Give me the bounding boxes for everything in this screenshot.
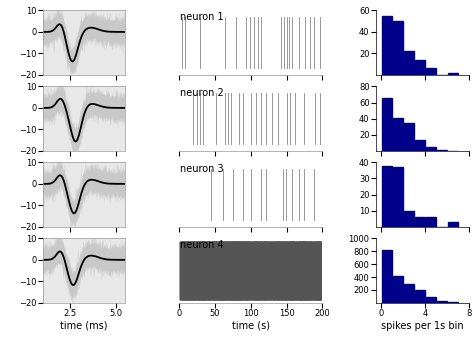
Bar [382, 16, 392, 75]
Bar [448, 73, 458, 75]
Bar [426, 296, 436, 303]
Bar [393, 276, 403, 303]
Bar [426, 217, 436, 227]
X-axis label: spikes per 1s bin: spikes per 1s bin [381, 321, 464, 331]
Bar [437, 150, 447, 151]
X-axis label: time (ms): time (ms) [60, 321, 108, 331]
Bar [415, 140, 425, 151]
Bar [415, 217, 425, 227]
Bar [415, 290, 425, 303]
Bar [382, 250, 392, 303]
Text: neuron 3: neuron 3 [180, 164, 224, 174]
Bar [404, 284, 414, 303]
Bar [393, 167, 403, 227]
Bar [437, 301, 447, 303]
Bar [382, 98, 392, 151]
Bar [382, 166, 392, 227]
Bar [415, 60, 425, 75]
Bar [426, 147, 436, 151]
Bar [404, 51, 414, 75]
Bar [393, 21, 403, 75]
Bar [426, 69, 436, 75]
Text: neuron 4: neuron 4 [180, 240, 224, 250]
Bar [404, 124, 414, 151]
Text: neuron 2: neuron 2 [180, 88, 224, 98]
Bar [448, 222, 458, 227]
Text: neuron 1: neuron 1 [180, 13, 224, 22]
X-axis label: time (s): time (s) [232, 321, 270, 331]
Bar [404, 211, 414, 227]
Bar [393, 118, 403, 151]
